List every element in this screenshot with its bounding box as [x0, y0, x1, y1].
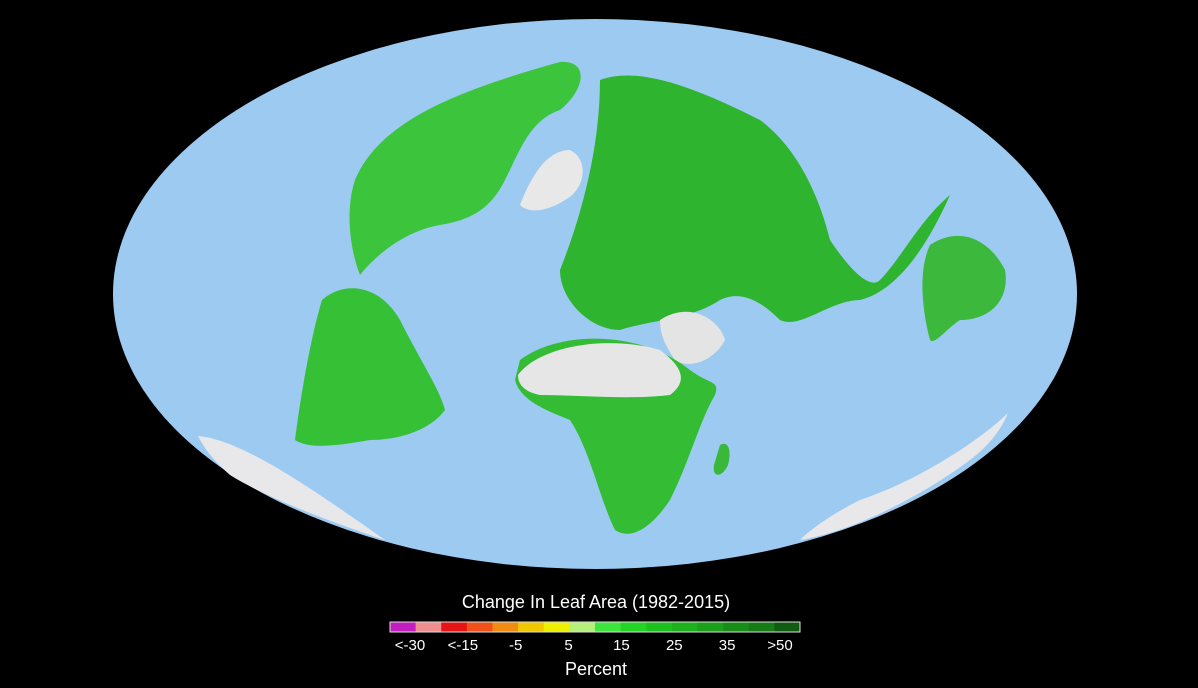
antarctica-east [800, 413, 1008, 540]
south-america [295, 288, 445, 446]
color-swatch [620, 622, 647, 632]
color-swatch [748, 622, 775, 632]
north-america [349, 61, 581, 276]
color-swatch [671, 622, 698, 632]
color-swatch [390, 622, 417, 632]
eurasia [560, 75, 950, 330]
color-swatch [697, 622, 724, 632]
color-swatch [466, 622, 493, 632]
madagascar [713, 443, 730, 475]
color-swatch [441, 622, 468, 632]
colorbar: <-30 <-15 -5 5 15 25 35 >50 [389, 621, 801, 654]
color-swatch [415, 622, 442, 632]
sahara [518, 343, 681, 398]
colorbar-frame [389, 621, 801, 633]
color-swatch [492, 622, 519, 632]
legend-label: -5 [509, 637, 522, 654]
color-swatch [723, 622, 750, 632]
legend-label: <-30 [395, 637, 425, 654]
color-swatch [569, 622, 596, 632]
legend-label: 35 [719, 637, 736, 654]
antarctica-west [198, 436, 385, 540]
color-swatch [595, 622, 622, 632]
legend-label: >50 [767, 637, 792, 654]
color-swatch [543, 622, 570, 632]
arabia [660, 311, 725, 364]
legend-title: Change In Leaf Area (1982-2015) [462, 592, 730, 612]
color-swatch [774, 622, 801, 632]
legend-label: 15 [613, 637, 630, 654]
legend-label: 5 [564, 637, 572, 654]
legend-label: <-15 [448, 637, 478, 654]
land [198, 61, 1008, 540]
legend-label: 25 [666, 637, 683, 654]
color-swatch [646, 622, 673, 632]
greenland [520, 150, 583, 211]
legend-unit: Percent [565, 659, 627, 679]
australia [922, 235, 1006, 341]
color-swatch [518, 622, 545, 632]
